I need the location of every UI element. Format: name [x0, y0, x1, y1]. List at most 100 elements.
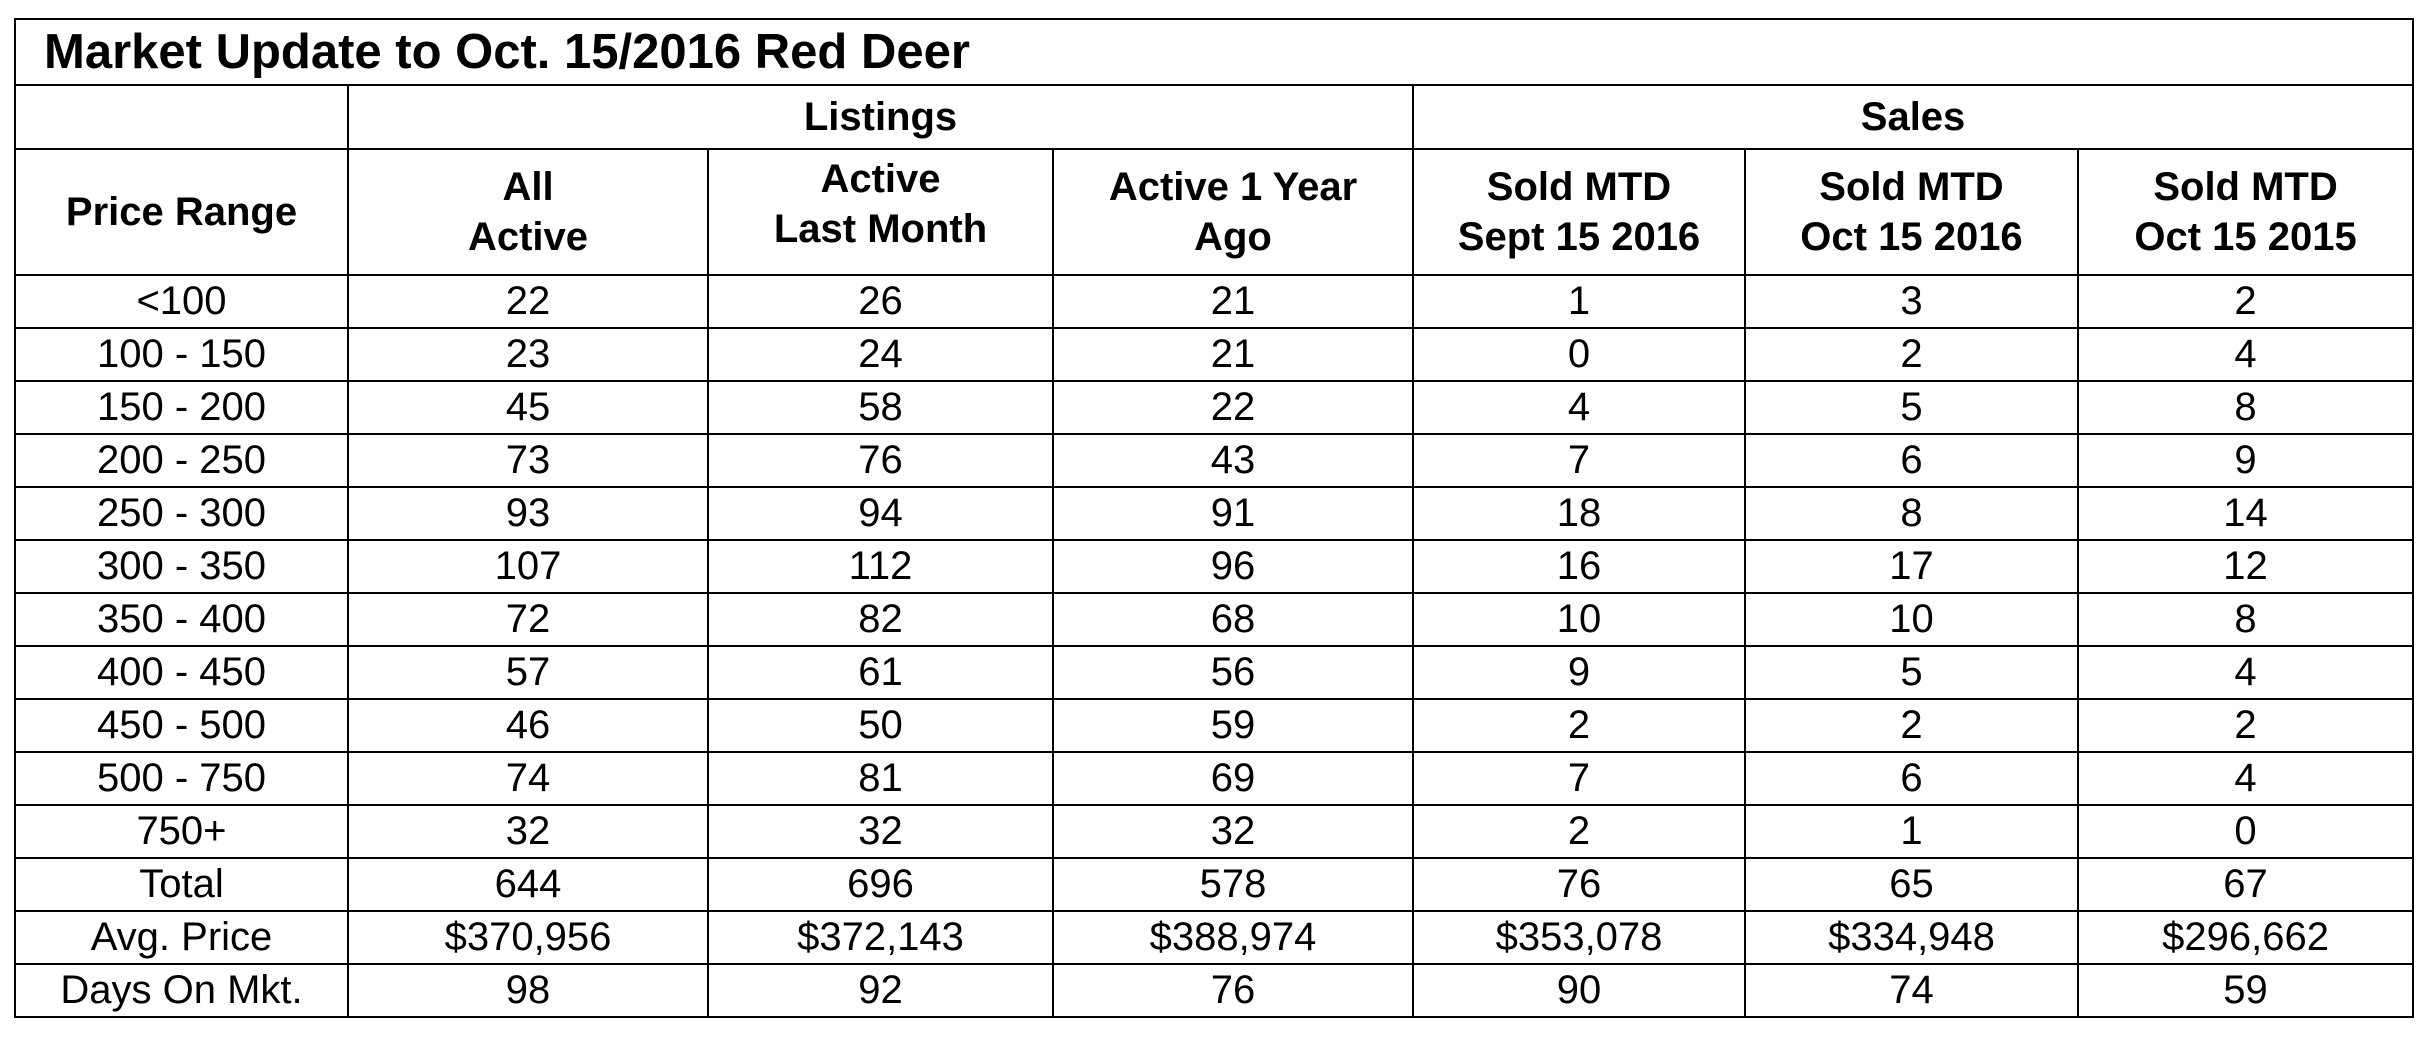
active-1-year-ago-cell: 21 [1052, 274, 1414, 329]
active-1-year-ago-cell: 56 [1052, 645, 1414, 700]
active-1-year-ago-cell: 43 [1052, 433, 1414, 488]
price-range-cell: 400 - 450 [14, 645, 349, 700]
header-sold-oct16-line1: Sold MTD [1819, 165, 2004, 209]
active-1-year-ago-cell: 69 [1052, 751, 1414, 806]
header-active-last-month: Active Last Month [707, 148, 1054, 276]
sold-oct-2015-cell: 0 [2076, 804, 2415, 859]
sold-sept-2016-cell: 76 [1412, 857, 1746, 912]
active-last-month-cell: 61 [707, 645, 1054, 700]
sold-oct-2016-cell: 2 [1744, 698, 2079, 753]
active-last-month-cell: 32 [707, 804, 1054, 859]
price-range-cell: <100 [14, 274, 349, 329]
table-row: 300 - 350 107 112 96 16 17 12 [14, 539, 2415, 594]
table-row: 200 - 250 73 76 43 7 6 9 [14, 433, 2415, 488]
sold-sept-2016-cell: 2 [1412, 804, 1746, 859]
listings-group-header: Listings [347, 84, 1414, 150]
price-range-cell: Avg. Price [14, 910, 349, 965]
all-active-cell: 98 [347, 963, 709, 1018]
sold-oct-2015-cell: 4 [2076, 645, 2415, 700]
all-active-cell: 644 [347, 857, 709, 912]
sold-oct-2016-cell: 6 [1744, 751, 2079, 806]
header-sold-mtd-oct-15-2016: Sold MTD Oct 15 2016 [1744, 148, 2079, 276]
header-sold-sept-line1: Sold MTD [1486, 165, 1672, 209]
header-all-active-line2: Active [467, 215, 589, 259]
report-title: Market Update to Oct. 15/2016 Red Deer [13, 18, 2415, 86]
all-active-cell: 22 [347, 274, 709, 329]
all-active-cell: 32 [347, 804, 709, 859]
all-active-cell: $370,956 [347, 910, 709, 965]
table-row: Avg. Price $370,956 $372,143 $388,974 $353,0… [14, 910, 2415, 965]
sold-sept-2016-cell: 16 [1412, 539, 1746, 594]
header-price-range-label: Price Range [65, 190, 298, 234]
all-active-cell: 23 [347, 327, 709, 382]
all-active-cell: 93 [347, 486, 709, 541]
sold-oct-2015-cell: 2 [2076, 698, 2415, 753]
sold-oct-2015-cell: $296,662 [2076, 910, 2415, 965]
price-range-cell: 350 - 400 [14, 592, 349, 647]
sold-oct-2016-cell: $334,948 [1744, 910, 2079, 965]
header-active-last-month-line2: Last Month [773, 207, 988, 251]
sold-oct-2015-cell: 67 [2076, 857, 2415, 912]
header-active-1-year-ago-line2: Ago [1194, 215, 1272, 259]
table-row: 750+ 32 32 32 2 1 0 [14, 804, 2415, 859]
active-last-month-cell: 112 [707, 539, 1054, 594]
active-last-month-cell: 82 [707, 592, 1054, 647]
sold-sept-2016-cell: 7 [1412, 751, 1746, 806]
header-sold-sept-line2: Sept 15 2016 [1457, 215, 1701, 259]
active-last-month-cell: 94 [707, 486, 1054, 541]
all-active-cell: 57 [347, 645, 709, 700]
table-row: 150 - 200 45 58 22 4 5 8 [14, 380, 2415, 435]
header-all-active: All Active [347, 148, 709, 276]
table-row: Total 644 696 578 76 65 67 [14, 857, 2415, 912]
group-header-row: Listings Sales [14, 84, 2415, 150]
sales-group-header: Sales [1411, 84, 2415, 150]
header-sold-oct15-line2: Oct 15 2015 [2134, 215, 2357, 259]
active-1-year-ago-cell: 578 [1052, 857, 1414, 912]
all-active-cell: 45 [347, 380, 709, 435]
price-range-cell: 100 - 150 [14, 327, 349, 382]
title-row: Market Update to Oct. 15/2016 Red Deer [13, 18, 2415, 86]
price-range-cell: 250 - 300 [14, 486, 349, 541]
active-1-year-ago-cell: 76 [1052, 963, 1414, 1018]
table-body: Market Update to Oct. 15/2016 Red Deer L… [13, 18, 2415, 1018]
all-active-cell: 72 [347, 592, 709, 647]
sold-oct-2015-cell: 59 [2076, 963, 2415, 1018]
price-range-cell: 500 - 750 [14, 751, 349, 806]
sold-oct-2015-cell: 2 [2076, 274, 2415, 329]
header-active-1-year-ago-line1: Active 1 Year [1108, 165, 1358, 209]
active-last-month-cell: 24 [707, 327, 1054, 382]
sold-oct-2016-cell: 8 [1744, 486, 2079, 541]
sold-sept-2016-cell: 1 [1412, 274, 1746, 329]
price-range-cell: 750+ [14, 804, 349, 859]
group-header-blank [14, 84, 349, 150]
header-sold-oct15-line1: Sold MTD [2153, 165, 2338, 209]
active-1-year-ago-cell: 22 [1052, 380, 1414, 435]
price-range-cell: 300 - 350 [14, 539, 349, 594]
sold-oct-2015-cell: 9 [2076, 433, 2415, 488]
header-active-last-month-line1: Active [820, 157, 941, 201]
column-header-row: Price Range All Active Active Last Month… [14, 148, 2415, 276]
sold-oct-2016-cell: 1 [1744, 804, 2079, 859]
active-1-year-ago-cell: 68 [1052, 592, 1414, 647]
sold-sept-2016-cell: 7 [1412, 433, 1746, 488]
sold-oct-2015-cell: 8 [2076, 380, 2415, 435]
table-row: 350 - 400 72 82 68 10 10 8 [14, 592, 2415, 647]
sold-sept-2016-cell: 90 [1412, 963, 1746, 1018]
sold-oct-2016-cell: 5 [1744, 380, 2079, 435]
price-range-cell: 150 - 200 [14, 380, 349, 435]
header-active-1-year-ago: Active 1 Year Ago [1052, 148, 1414, 276]
sold-sept-2016-cell: 10 [1412, 592, 1746, 647]
market-table: Market Update to Oct. 15/2016 Red Deer L… [13, 18, 2415, 1018]
market-update-report: Market Update to Oct. 15/2016 Red Deer L… [13, 18, 2415, 1018]
header-sold-oct16-line2: Oct 15 2016 [1800, 215, 2023, 259]
active-last-month-cell: 92 [707, 963, 1054, 1018]
sold-oct-2015-cell: 8 [2076, 592, 2415, 647]
active-1-year-ago-cell: 59 [1052, 698, 1414, 753]
table-row: 500 - 750 74 81 69 7 6 4 [14, 751, 2415, 806]
price-range-cell: Total [14, 857, 349, 912]
sold-oct-2016-cell: 3 [1744, 274, 2079, 329]
sold-oct-2015-cell: 4 [2076, 327, 2415, 382]
sold-sept-2016-cell: $353,078 [1412, 910, 1746, 965]
active-1-year-ago-cell: 96 [1052, 539, 1414, 594]
sold-oct-2016-cell: 65 [1744, 857, 2079, 912]
